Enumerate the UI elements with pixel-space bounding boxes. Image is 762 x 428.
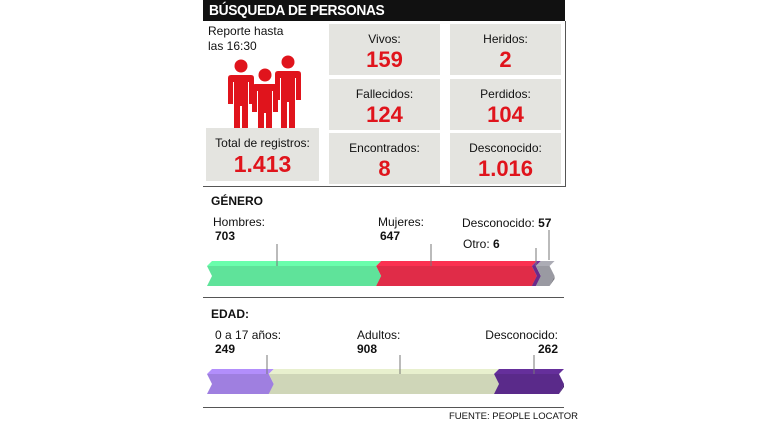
bar-segment-front [531, 266, 541, 286]
total-label: Total de registros: [215, 136, 310, 150]
bar-segment-1 [376, 261, 537, 286]
title-bar: BÚSQUEDA DE PERSONAS [203, 0, 565, 21]
bar-segment-front [535, 266, 555, 286]
bar-segment-top [268, 369, 500, 374]
gender-label-otro: Otro: 6 [463, 237, 500, 251]
category-label: Hombres: [213, 215, 266, 229]
age-label-adults: Adultos: 908 [357, 328, 400, 356]
bar-segment-top [535, 261, 555, 266]
gender-label-mujeres: Mujeres: 647 [378, 215, 424, 243]
stat-value: 1.016 [477, 156, 534, 181]
bar-segment-2 [494, 369, 564, 394]
age-label-unknown: Desconocido: 262 [478, 328, 558, 356]
bar-segment-top [376, 261, 537, 266]
data-label: 908 [357, 342, 378, 356]
bar-segment-0 [207, 261, 382, 286]
gender-label-hombres: Hombres: 703 [213, 215, 265, 243]
bar-segment-1 [268, 369, 500, 394]
bar-segment-front [268, 374, 500, 394]
bar-segment-top [207, 261, 382, 266]
total-records-box: Total de registros: 1.413 [206, 128, 319, 181]
stat-box-heridos: Heridos: 2 [450, 24, 561, 75]
bar-segment-3 [535, 261, 555, 286]
bar-segment-top [207, 369, 274, 374]
gender-bar-chart [207, 230, 555, 286]
stat-label: Vivos: [368, 32, 401, 46]
stat-label: Fallecidos: [355, 87, 414, 101]
age-label-minors: 0 a 17 años: 249 [215, 328, 281, 356]
stat-value: 2 [499, 47, 512, 72]
data-label: 262 [537, 342, 558, 356]
report-line-2: las 16:30 [208, 39, 257, 53]
data-label: 57 [538, 216, 552, 230]
bar-segment-front [494, 374, 564, 394]
bar-segment-0 [207, 369, 274, 394]
data-label: 249 [215, 342, 236, 356]
age-section-title: EDAD: [211, 307, 249, 321]
report-line-1: Reporte hasta [208, 24, 284, 38]
stat-label: Heridos: [483, 32, 528, 46]
category-label: Otro: [463, 237, 490, 251]
section-divider [203, 297, 564, 298]
gender-section-title: GÉNERO [211, 194, 264, 208]
category-label: Mujeres: [378, 215, 425, 229]
stat-label: Perdidos: [480, 87, 531, 101]
stat-box-fallecidos: Fallecidos: 124 [329, 79, 440, 130]
category-label: Desconocido: [485, 328, 558, 342]
stat-value: 104 [487, 102, 524, 127]
stat-value: 124 [366, 102, 403, 127]
stat-value: 159 [366, 47, 403, 72]
report-time: Reporte hasta las 16:30 [208, 24, 283, 54]
stat-box-vivos: Vivos: 159 [329, 24, 440, 75]
bar-segment-front [207, 374, 274, 394]
summary-panel: Reporte hasta las 16:30 Total de registr… [203, 21, 566, 187]
stat-label: Encontrados: [349, 141, 420, 155]
category-label: Adultos: [357, 328, 401, 342]
infographic: BÚSQUEDA DE PERSONAS Reporte hasta las 1… [203, 0, 578, 426]
category-label: Desconocido: [462, 216, 535, 230]
stat-value: 8 [378, 156, 391, 181]
source-note: FUENTE: PEOPLE LOCATOR [449, 411, 578, 422]
stat-box-desconocido: Desconocido: 1.016 [450, 133, 561, 184]
total-value: 1.413 [233, 151, 292, 177]
bar-segment-top [494, 369, 564, 374]
page-title: BÚSQUEDA DE PERSONAS [209, 2, 385, 19]
stat-box-encontrados: Encontrados: 8 [329, 133, 440, 184]
data-label: 6 [493, 237, 500, 251]
bar-segment-front [376, 266, 537, 286]
bar-segment-front [207, 266, 382, 286]
stat-label: Desconocido: [469, 141, 542, 155]
data-label: 703 [215, 229, 236, 243]
age-bar-chart [207, 355, 564, 394]
data-label: 647 [380, 229, 401, 243]
footer-divider [203, 407, 564, 408]
stat-box-perdidos: Perdidos: 104 [450, 79, 561, 130]
category-label: 0 a 17 años: [215, 328, 282, 342]
gender-label-desconocido: Desconocido: 57 [462, 216, 551, 230]
